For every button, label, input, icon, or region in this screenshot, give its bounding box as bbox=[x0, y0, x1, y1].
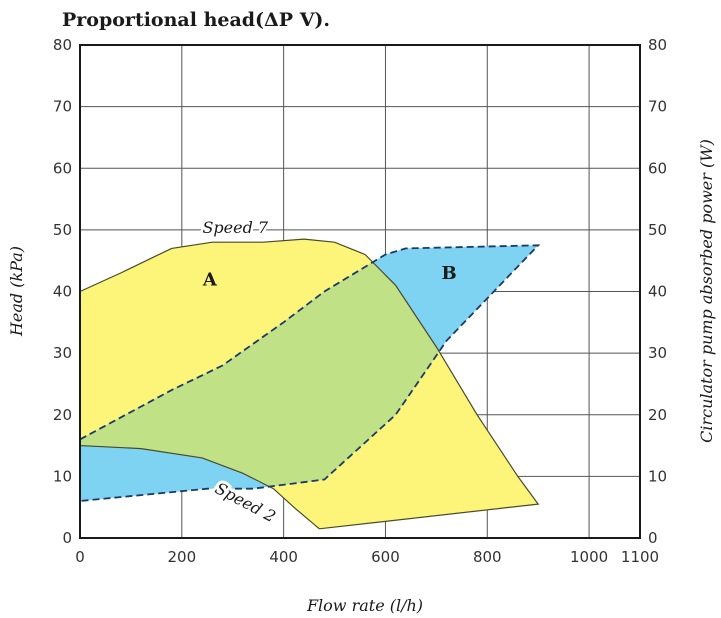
x-tick-5: 1000 bbox=[570, 548, 608, 566]
region-label-b: B bbox=[441, 263, 456, 284]
x-tick-2: 400 bbox=[269, 548, 298, 566]
y-tick-right-5: 50 bbox=[648, 221, 667, 239]
x-tick-0: 0 bbox=[75, 548, 85, 566]
x-axis-label: Flow rate (l/h) bbox=[306, 596, 423, 615]
regions bbox=[79, 238, 541, 530]
y-tick-left-4: 40 bbox=[53, 283, 72, 301]
x-tick-labels: 0 200 400 600 800 1000 1100 bbox=[75, 548, 659, 566]
y-tick-right-8: 80 bbox=[648, 36, 667, 54]
y-tick-right-4: 40 bbox=[648, 283, 667, 301]
y-tick-left-0: 0 bbox=[62, 529, 72, 547]
y-tick-left-3: 30 bbox=[53, 344, 72, 362]
y-tick-right-6: 60 bbox=[648, 159, 667, 177]
y-tick-left-5: 50 bbox=[53, 221, 72, 239]
region-a-outline bbox=[79, 238, 540, 530]
x-tick-1: 200 bbox=[167, 548, 196, 566]
y-tick-labels-right: 0 10 20 30 40 50 60 70 80 bbox=[648, 36, 667, 547]
y-tick-right-1: 10 bbox=[648, 467, 667, 485]
y-tick-labels-left: 0 10 20 30 40 50 60 70 80 bbox=[53, 36, 72, 547]
y-tick-right-3: 30 bbox=[648, 344, 667, 362]
y-tick-left-7: 70 bbox=[53, 98, 72, 116]
y-axis-label-right: Circulator pump absorbed power (W) bbox=[697, 139, 716, 443]
chart-title: Proportional head(ΔP V). bbox=[62, 9, 330, 31]
speed-label-0: Speed 7 bbox=[202, 218, 268, 237]
plot-frame bbox=[79, 44, 641, 539]
y-tick-left-6: 60 bbox=[53, 159, 72, 177]
y-tick-left-1: 10 bbox=[53, 467, 72, 485]
region-b-outline bbox=[79, 244, 541, 502]
y-tick-left-8: 80 bbox=[53, 36, 72, 54]
y-axis-label-left: Head (kPa) bbox=[7, 246, 26, 337]
y-tick-right-0: 0 bbox=[648, 529, 658, 547]
x-tick-3: 600 bbox=[371, 548, 400, 566]
y-tick-right-2: 20 bbox=[648, 406, 667, 424]
x-tick-6: 1100 bbox=[621, 548, 659, 566]
x-tick-4: 800 bbox=[473, 548, 502, 566]
y-tick-left-2: 20 bbox=[53, 406, 72, 424]
region-label-a: A bbox=[202, 269, 218, 290]
y-tick-right-7: 70 bbox=[648, 98, 667, 116]
